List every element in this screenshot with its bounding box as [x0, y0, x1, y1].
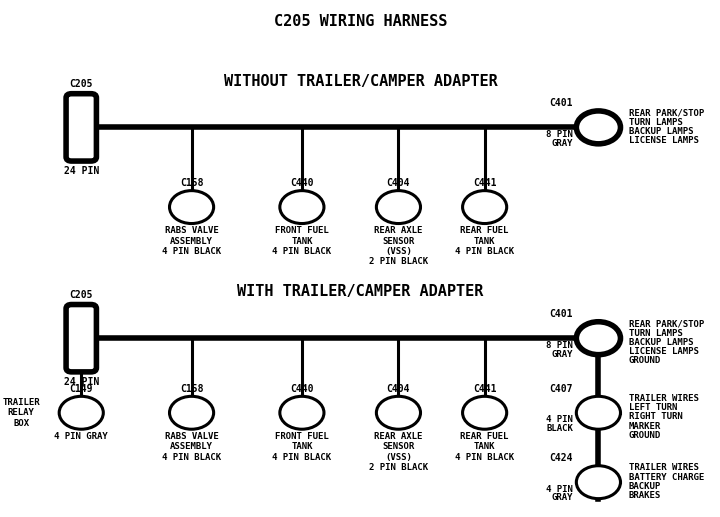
Text: BATTERY CHARGE: BATTERY CHARGE — [629, 473, 704, 481]
Text: TURN LAMPS: TURN LAMPS — [629, 118, 683, 127]
Circle shape — [59, 397, 103, 429]
Text: REAR AXLE
SENSOR
(VSS)
2 PIN BLACK: REAR AXLE SENSOR (VSS) 2 PIN BLACK — [369, 432, 428, 472]
Circle shape — [576, 322, 621, 355]
Text: C149: C149 — [70, 384, 93, 394]
Text: 8 PIN: 8 PIN — [546, 341, 573, 350]
Text: TRAILER WIRES: TRAILER WIRES — [629, 394, 698, 403]
Text: C205: C205 — [70, 79, 93, 89]
Text: RIGHT TURN: RIGHT TURN — [629, 413, 683, 421]
Text: C401: C401 — [549, 98, 573, 109]
Text: GROUND: GROUND — [629, 431, 661, 440]
Text: GRAY: GRAY — [552, 494, 573, 503]
Text: WITHOUT TRAILER/CAMPER ADAPTER: WITHOUT TRAILER/CAMPER ADAPTER — [224, 73, 498, 88]
Text: RABS VALVE
ASSEMBLY
4 PIN BLACK: RABS VALVE ASSEMBLY 4 PIN BLACK — [162, 432, 221, 462]
Text: REAR PARK/STOP: REAR PARK/STOP — [629, 109, 704, 117]
Text: C407: C407 — [549, 384, 573, 394]
FancyBboxPatch shape — [66, 305, 96, 372]
Text: LEFT TURN: LEFT TURN — [629, 403, 677, 412]
Text: C404: C404 — [387, 178, 410, 188]
Text: GROUND: GROUND — [629, 356, 661, 366]
Text: C158: C158 — [180, 178, 203, 188]
Circle shape — [576, 111, 621, 144]
Text: BACKUP LAMPS: BACKUP LAMPS — [629, 338, 693, 347]
Text: BACKUP LAMPS: BACKUP LAMPS — [629, 127, 693, 136]
Text: BLACK: BLACK — [546, 424, 573, 433]
Text: LICENSE LAMPS: LICENSE LAMPS — [629, 347, 698, 356]
Circle shape — [169, 397, 214, 429]
Text: GRAY: GRAY — [552, 139, 573, 148]
Text: C440: C440 — [290, 178, 314, 188]
Circle shape — [280, 397, 324, 429]
Circle shape — [462, 397, 507, 429]
Text: C205: C205 — [70, 290, 93, 300]
Text: BACKUP: BACKUP — [629, 482, 661, 491]
Circle shape — [576, 397, 621, 429]
Text: 24 PIN: 24 PIN — [63, 166, 99, 176]
Text: LICENSE LAMPS: LICENSE LAMPS — [629, 136, 698, 145]
Text: 4 PIN: 4 PIN — [546, 485, 573, 494]
Text: C424: C424 — [549, 453, 573, 463]
Text: C404: C404 — [387, 384, 410, 394]
Circle shape — [377, 397, 420, 429]
Text: MARKER: MARKER — [629, 422, 661, 431]
Text: BRAKES: BRAKES — [629, 491, 661, 500]
Text: C401: C401 — [549, 309, 573, 319]
Text: 4 PIN GRAY: 4 PIN GRAY — [55, 432, 108, 441]
Text: C441: C441 — [473, 178, 496, 188]
Text: REAR PARK/STOP: REAR PARK/STOP — [629, 320, 704, 328]
Circle shape — [377, 191, 420, 223]
Text: 8 PIN: 8 PIN — [546, 130, 573, 139]
Text: GRAY: GRAY — [552, 349, 573, 358]
Text: C205 WIRING HARNESS: C205 WIRING HARNESS — [274, 14, 447, 29]
Text: FRONT FUEL
TANK
4 PIN BLACK: FRONT FUEL TANK 4 PIN BLACK — [272, 432, 331, 462]
Text: REAR FUEL
TANK
4 PIN BLACK: REAR FUEL TANK 4 PIN BLACK — [455, 226, 514, 256]
Text: 4 PIN: 4 PIN — [546, 415, 573, 424]
Text: C440: C440 — [290, 384, 314, 394]
Text: FRONT FUEL
TANK
4 PIN BLACK: FRONT FUEL TANK 4 PIN BLACK — [272, 226, 331, 256]
Text: C158: C158 — [180, 384, 203, 394]
Text: C441: C441 — [473, 384, 496, 394]
Text: RABS VALVE
ASSEMBLY
4 PIN BLACK: RABS VALVE ASSEMBLY 4 PIN BLACK — [162, 226, 221, 256]
Text: 24 PIN: 24 PIN — [63, 377, 99, 387]
Circle shape — [576, 466, 621, 498]
Text: TRAILER WIRES: TRAILER WIRES — [629, 463, 698, 473]
FancyBboxPatch shape — [66, 94, 96, 161]
Circle shape — [169, 191, 214, 223]
Text: REAR FUEL
TANK
4 PIN BLACK: REAR FUEL TANK 4 PIN BLACK — [455, 432, 514, 462]
Text: TURN LAMPS: TURN LAMPS — [629, 329, 683, 338]
Circle shape — [280, 191, 324, 223]
Text: WITH TRAILER/CAMPER ADAPTER: WITH TRAILER/CAMPER ADAPTER — [238, 284, 484, 299]
Circle shape — [462, 191, 507, 223]
Text: REAR AXLE
SENSOR
(VSS)
2 PIN BLACK: REAR AXLE SENSOR (VSS) 2 PIN BLACK — [369, 226, 428, 266]
Text: TRAILER
RELAY
BOX: TRAILER RELAY BOX — [2, 398, 40, 428]
